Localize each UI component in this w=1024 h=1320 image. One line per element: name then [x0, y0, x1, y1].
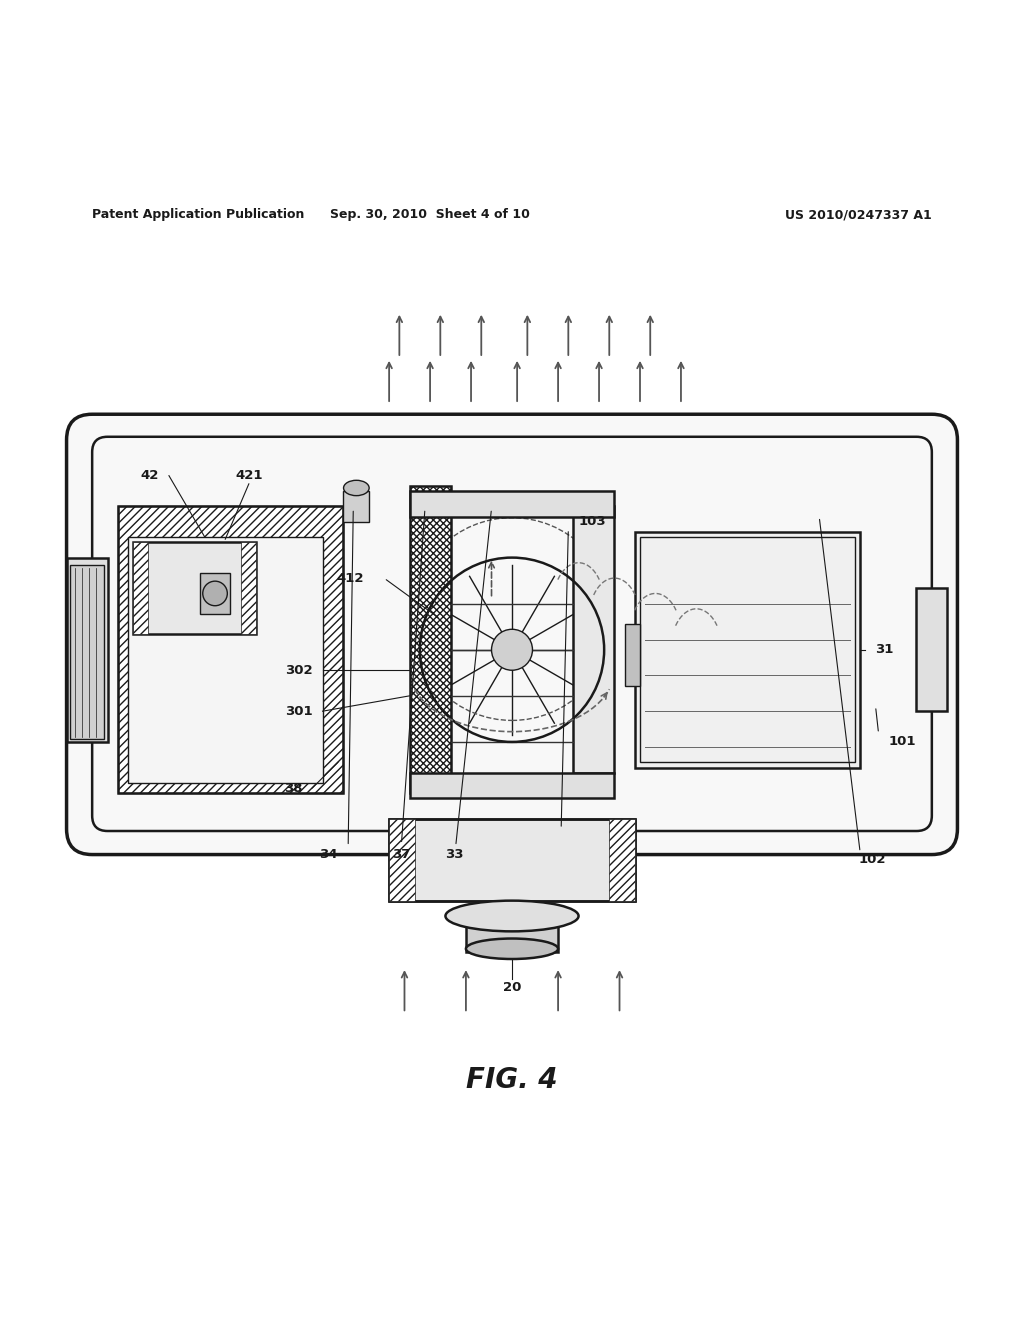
Bar	[916, 589, 947, 711]
Bar	[133, 543, 148, 635]
Bar	[573, 507, 614, 772]
Text: US 2010/0247337 A1: US 2010/0247337 A1	[785, 209, 932, 220]
Ellipse shape	[343, 480, 370, 495]
Bar	[133, 543, 256, 635]
Text: Sep. 30, 2010  Sheet 4 of 10: Sep. 30, 2010 Sheet 4 of 10	[330, 209, 530, 220]
Bar	[410, 491, 614, 516]
Circle shape	[492, 630, 532, 671]
Bar	[241, 543, 256, 635]
Bar	[389, 818, 415, 900]
Text: FIG. 4: FIG. 4	[466, 1065, 558, 1094]
Text: 412: 412	[336, 572, 364, 585]
Text: 20: 20	[503, 981, 521, 994]
Text: 33: 33	[445, 847, 464, 861]
Bar	[343, 491, 369, 521]
Bar	[609, 818, 635, 900]
Bar	[118, 507, 343, 793]
Bar	[635, 532, 860, 767]
Text: 38: 38	[284, 781, 302, 795]
FancyBboxPatch shape	[67, 414, 957, 854]
Bar	[70, 565, 104, 739]
Bar	[118, 507, 343, 793]
Bar	[389, 818, 635, 900]
Text: 102: 102	[858, 853, 886, 866]
Circle shape	[203, 581, 227, 606]
Bar	[200, 573, 230, 614]
Bar	[640, 537, 855, 763]
Text: 34: 34	[319, 847, 338, 861]
Ellipse shape	[445, 900, 579, 932]
Text: 421: 421	[236, 469, 262, 482]
Bar	[410, 486, 451, 793]
Bar	[67, 557, 108, 742]
Text: 42: 42	[140, 469, 159, 482]
Text: Patent Application Publication: Patent Application Publication	[92, 209, 304, 220]
Text: 31: 31	[876, 643, 894, 656]
Ellipse shape	[466, 939, 558, 960]
Text: 302: 302	[285, 664, 312, 677]
Bar	[410, 486, 451, 793]
Bar	[625, 624, 640, 685]
Text: 101: 101	[889, 735, 916, 748]
Text: 103: 103	[579, 515, 606, 528]
Text: 301: 301	[285, 705, 312, 718]
Bar	[410, 772, 614, 799]
Bar	[128, 537, 323, 783]
Bar	[389, 818, 635, 900]
Bar	[466, 911, 558, 952]
Text: 37: 37	[392, 847, 411, 861]
